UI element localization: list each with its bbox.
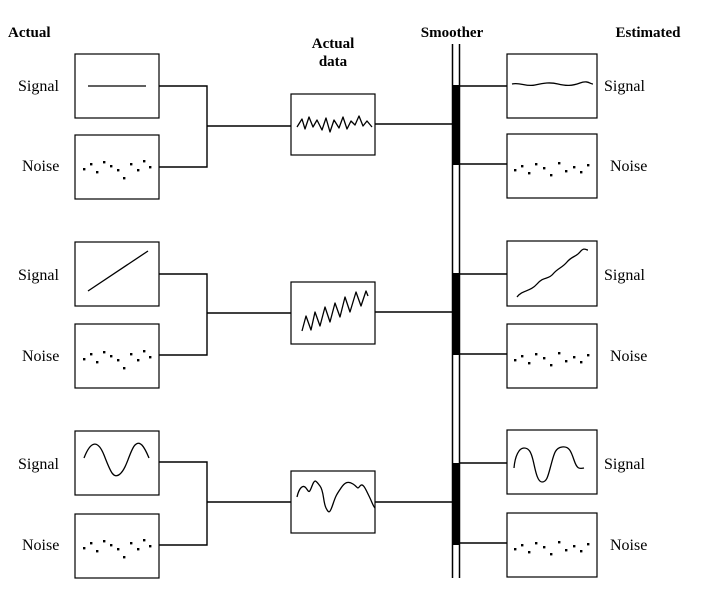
- row3-actual-data-panel: [290, 470, 376, 534]
- row1-actual-data-panel: [290, 93, 376, 156]
- row3-actual-signal-curve: [83, 442, 150, 477]
- row2-signal-label: Signal: [18, 267, 59, 284]
- row3-est-signal-label: Signal: [604, 456, 645, 473]
- row3-actual-data-curve: [296, 480, 376, 513]
- row1-actual-noise-box: [74, 134, 160, 200]
- row3-actual-data-box: [290, 470, 376, 534]
- row3-actual-signal-panel: [74, 430, 160, 496]
- row3-est-noise-box: [506, 512, 598, 578]
- row2-est-noise-box: [506, 323, 598, 389]
- row2-actual-data-curve: [301, 290, 369, 332]
- row1-est-signal-panel: [506, 53, 598, 119]
- smoother-segment-1: [453, 85, 459, 165]
- row3-actual-signal-box: [74, 430, 160, 496]
- row1-est-signal-label: Signal: [604, 78, 645, 95]
- header-actual-data-line1: Actual: [312, 36, 355, 52]
- row-linear-trend: Signal Noise: [18, 240, 647, 389]
- row3-actual-noise-dots: [83, 539, 152, 559]
- row2-est-signal-label: Signal: [604, 267, 645, 284]
- row3-actual-noise-panel: [74, 513, 160, 579]
- row2-est-signal-panel: [506, 240, 598, 307]
- row2-actual-noise-dots: [83, 350, 152, 370]
- row3-est-noise-label: Noise: [610, 537, 647, 554]
- row3-actual-noise-box: [74, 513, 160, 579]
- row2-est-signal-box: [506, 240, 598, 307]
- row1-signal-label: Signal: [18, 78, 59, 95]
- row-constant: Signal Noise: [18, 53, 647, 200]
- row2-actual-noise-panel: [74, 323, 160, 389]
- row1-actual-signal-panel: [74, 53, 160, 119]
- row1-est-noise-panel: [506, 133, 598, 199]
- header-smoother: Smoother: [421, 25, 484, 41]
- row1-actual-noise-dots: [83, 160, 152, 180]
- row3-input-connector: [159, 461, 291, 546]
- smoother-segment-2: [453, 273, 459, 355]
- row2-est-noise-dots: [514, 352, 590, 367]
- row2-est-noise-panel: [506, 323, 598, 389]
- row1-est-signal-box: [506, 53, 598, 119]
- row2-input-connector: [159, 273, 291, 356]
- row3-est-noise-dots: [514, 541, 590, 556]
- row2-actual-signal-curve: [87, 250, 149, 292]
- row1-actual-data-curve: [296, 115, 373, 133]
- row1-input-connector: [159, 85, 291, 168]
- row2-est-noise-label: Noise: [610, 348, 647, 365]
- row-sinusoid: Signal Noise: [18, 429, 647, 579]
- row1-actual-noise-panel: [74, 134, 160, 200]
- row2-est-signal-curve: [516, 248, 589, 298]
- row1-est-noise-box: [506, 133, 598, 199]
- smoother-bar: [451, 44, 461, 578]
- row3-signal-label: Signal: [18, 456, 59, 473]
- row2-actual-signal-panel: [74, 241, 160, 307]
- row1-est-noise-label: Noise: [610, 158, 647, 175]
- smoother-segment-3: [453, 463, 459, 545]
- row2-actual-noise-box: [74, 323, 160, 389]
- row1-noise-label: Noise: [22, 158, 59, 175]
- row3-est-signal-panel: [506, 429, 598, 495]
- row1-est-noise-dots: [514, 162, 590, 177]
- row3-est-signal-curve: [513, 446, 585, 483]
- header-actual: Actual: [8, 25, 51, 41]
- row2-actual-data-panel: [290, 281, 376, 345]
- row3-noise-label: Noise: [22, 537, 59, 554]
- row2-noise-label: Noise: [22, 348, 59, 365]
- row3-est-noise-panel: [506, 512, 598, 578]
- header-actual-data-line2: data: [319, 54, 348, 70]
- header-estimated: Estimated: [616, 25, 682, 41]
- row1-est-signal-curve: [511, 81, 594, 87]
